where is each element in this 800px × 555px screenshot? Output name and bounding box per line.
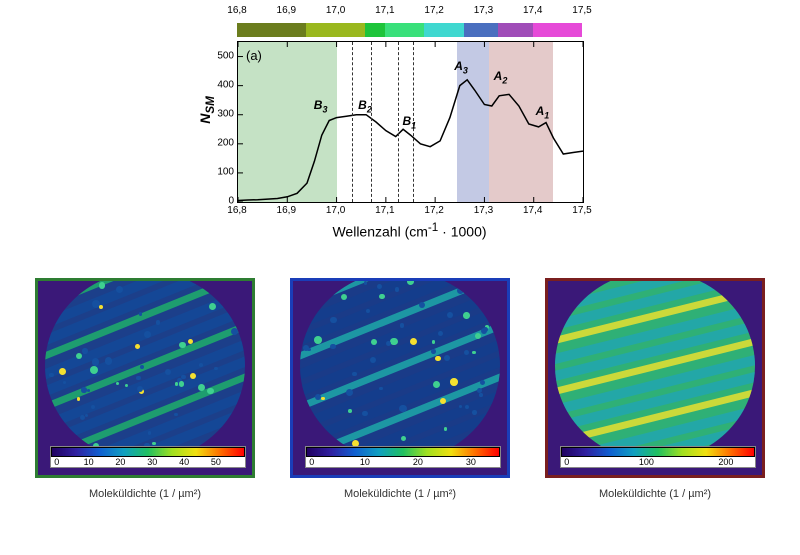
- colorbar: [561, 447, 755, 457]
- density-map-caption: Moleküldichte (1 / µm²): [545, 488, 765, 500]
- vline: [371, 42, 372, 202]
- density-map-1: 0102030Moleküldichte (1 / µm²): [290, 278, 510, 500]
- peak-label-A1: A1: [536, 104, 550, 120]
- colorbar: [51, 447, 245, 457]
- vline: [352, 42, 353, 202]
- density-map-2: 0100200Moleküldichte (1 / µm²): [545, 278, 765, 500]
- xlabel-suffix: · 1000): [438, 224, 486, 240]
- colorstrip-segment: [424, 23, 463, 37]
- x-axis-label: Wellenzahl (cm-1 · 1000): [237, 221, 582, 240]
- density-map-caption: Moleküldichte (1 / µm²): [290, 488, 510, 500]
- spectrum-chart: 16,816,917,017,117,217,317,417,5 (a) B3A…: [185, 5, 615, 245]
- colorstrip-segment: [498, 23, 533, 37]
- peak-label-B1: B1: [403, 114, 417, 130]
- peak-label-B2: B2: [358, 98, 372, 114]
- colorstrip-segment: [533, 23, 582, 37]
- peak-label-B3: B3: [314, 98, 328, 114]
- wavenumber-color-strip: [237, 23, 582, 37]
- colorstrip-segment: [365, 23, 385, 37]
- colorbar: [306, 447, 500, 457]
- colorstrip-segment: [237, 23, 306, 37]
- peak-label-A2: A2: [494, 69, 508, 85]
- density-maps-row: 01020304050Moleküldichte (1 / µm²)010203…: [0, 278, 800, 548]
- vline: [398, 42, 399, 202]
- peak-label-A3: A3: [454, 59, 468, 75]
- colorstrip-segment: [464, 23, 499, 37]
- density-map-0: 01020304050Moleküldichte (1 / µm²): [35, 278, 255, 500]
- xlabel-prefix: Wellenzahl (cm: [332, 224, 427, 240]
- colorstrip-segment: [385, 23, 424, 37]
- plot-area: (a) B3A3A2A1B2B1: [237, 41, 584, 203]
- colorstrip-segment: [306, 23, 365, 37]
- density-map-caption: Moleküldichte (1 / µm²): [35, 488, 255, 500]
